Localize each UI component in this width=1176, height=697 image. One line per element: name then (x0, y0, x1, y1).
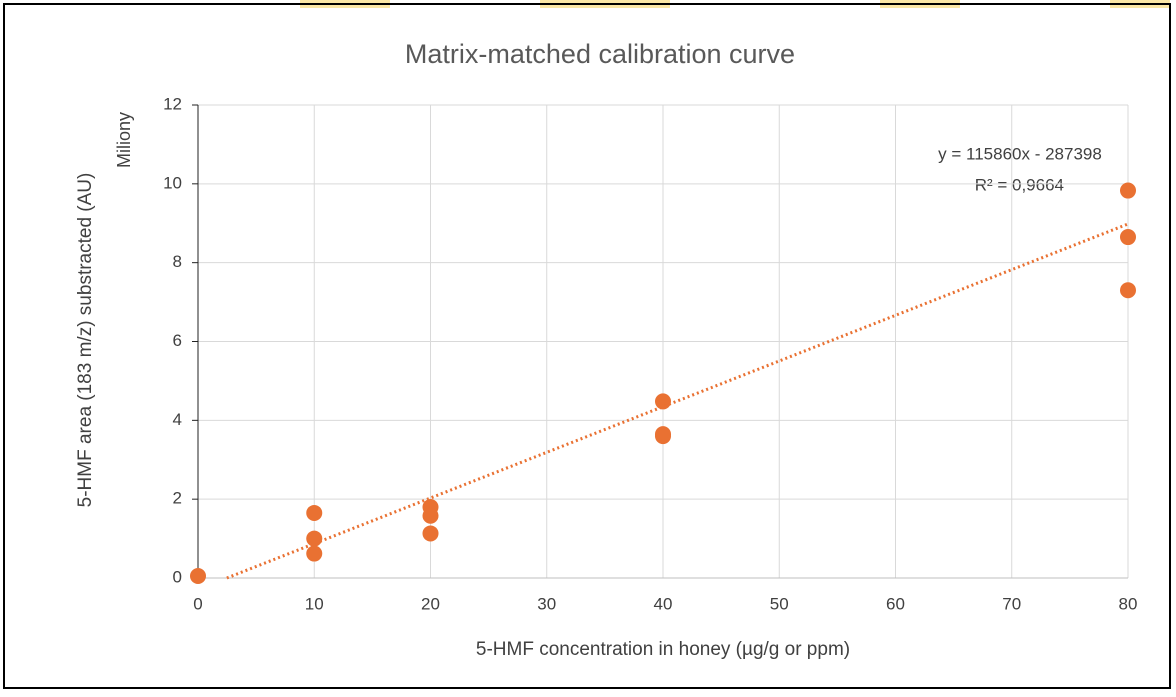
x-tick-label: 40 (654, 594, 673, 613)
display-units: Miliony (114, 112, 134, 168)
point (1120, 282, 1136, 299)
y-tick-label: 8 (173, 252, 182, 271)
y-tick-label: 12 (163, 94, 182, 113)
x-tick-label: 60 (886, 594, 905, 613)
x-tick-label: 20 (421, 594, 440, 613)
point (1120, 182, 1136, 199)
point (306, 530, 323, 547)
frame (3, 3, 1171, 689)
y-tick-label: 10 (163, 173, 182, 192)
x-axis-label: 5-HMF concentration in honey (µg/g or pp… (476, 639, 850, 660)
point (306, 545, 323, 562)
trendline (226, 222, 1129, 580)
point (655, 428, 671, 445)
x-tick-label: 80 (1119, 594, 1138, 613)
y-tick-label: 0 (173, 567, 182, 586)
point (190, 568, 206, 585)
trend-equation: y = 115860x - 287398 (938, 144, 1102, 163)
x-tick-label: 50 (770, 594, 789, 613)
x-tick-label: 0 (193, 594, 202, 613)
y-axis-label: 5-HMF area (183 m/z) substracted (AU) (75, 173, 96, 508)
point (1120, 229, 1136, 246)
point (655, 393, 671, 410)
point (422, 525, 439, 542)
y-tick-label: 4 (173, 410, 182, 429)
x-tick-label: 30 (537, 594, 556, 613)
point (422, 507, 439, 524)
x-tick-label: 70 (1002, 594, 1021, 613)
trend-r2: R² = 0,9664 (975, 175, 1064, 194)
chart-title: Matrix-matched calibration curve (405, 39, 795, 69)
x-tick-label: 10 (305, 594, 324, 613)
point (306, 504, 323, 521)
y-tick-label: 6 (173, 331, 182, 350)
y-tick-label: 2 (173, 489, 182, 508)
